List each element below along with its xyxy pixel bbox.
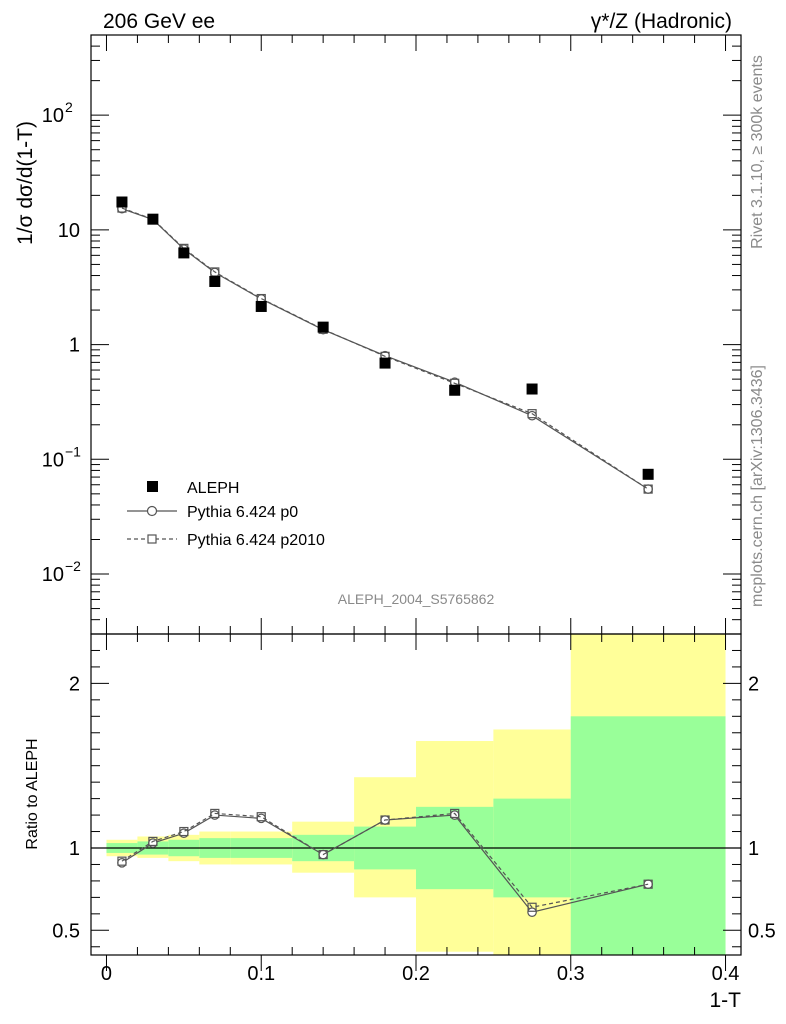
ratio-line-1: [121, 814, 649, 913]
aleph-data-point: [116, 196, 128, 208]
y-tick-label: 10: [58, 220, 80, 242]
series-line-1: [121, 208, 649, 490]
band-inner-9: [570, 716, 726, 955]
legend: ALEPH Pythia 6.424 p0 Pythia 6.424 p2010: [127, 480, 325, 549]
analysis-label: ALEPH_2004_S5765862: [338, 591, 495, 607]
x-axis-label: 1-T: [710, 989, 742, 1012]
aleph-data-point: [178, 247, 190, 259]
series-2-ratio-point: [210, 808, 220, 819]
y-axis-label-bottom: Ratio to ALEPH: [24, 738, 41, 849]
series-2-point: [210, 267, 220, 277]
legend-label-p2010: Pythia 6.424 p2010: [187, 532, 325, 549]
aleph-data-point: [642, 468, 654, 480]
y-tick-exponent: −2: [65, 558, 81, 574]
series-1-point: [643, 484, 653, 494]
y-tick-label: 10: [42, 564, 64, 586]
x-tick-label: 0: [101, 963, 112, 985]
aleph-data-point: [379, 357, 391, 369]
series-1-ratio-point: [527, 907, 537, 917]
aleph-data-point: [449, 384, 461, 396]
ratio-y-tick-label-right: 2: [748, 673, 759, 695]
series-2-ratio-point: [179, 826, 189, 837]
series-2-ratio-point: [380, 815, 390, 825]
x-tick-label: 0.3: [557, 963, 585, 985]
ratio-line-2: [121, 812, 649, 908]
chart-title-right: γ*/Z (Hadronic): [591, 10, 732, 33]
series-2-ratio-point: [643, 879, 653, 889]
rivet-version-label: Rivet 3.1.10, ≥ 300k events: [749, 55, 766, 249]
x-tick-label: 0.4: [712, 963, 740, 985]
legend-label-p0: Pythia 6.424 p0: [187, 504, 298, 521]
series-2-point: [527, 409, 537, 419]
ratio-y-tick-label: 2: [69, 673, 80, 695]
chart-title-left: 206 GeV ee: [103, 10, 215, 33]
y-tick-label: 10: [42, 105, 64, 127]
ratio-y-tick-label-right: 1: [748, 838, 759, 860]
uncertainty-bands: [106, 634, 726, 955]
legend-label-aleph: ALEPH: [187, 480, 239, 497]
x-tick-label: 0.1: [247, 963, 275, 985]
series-2-ratio-point: [450, 808, 460, 819]
series-2-ratio-point: [148, 836, 158, 847]
series-2-ratio-point: [527, 902, 537, 912]
x-tick-label: 0.2: [402, 963, 430, 985]
y-axis-label-top: 1/σ dσ/d(1-T): [14, 121, 37, 245]
y-tick-label: 10: [42, 449, 64, 471]
series-2-ratio-point: [256, 812, 266, 822]
aleph-data-point: [317, 321, 329, 333]
ratio-y-tick-label: 0.5: [52, 920, 80, 942]
y-tick-exponent: 2: [65, 99, 73, 115]
aleph-data-point: [255, 300, 267, 312]
ratio-y-tick-label-right: 0.5: [748, 920, 776, 942]
y-tick-exponent: −1: [65, 443, 81, 459]
legend-marker-p0: [146, 505, 158, 517]
aleph-data-point: [209, 275, 221, 287]
mcplots-label: mcplots.cern.ch [arXiv:1306.3436]: [749, 365, 766, 607]
series-2-ratio-point: [117, 856, 127, 866]
legend-marker-p2010: [147, 534, 157, 544]
y-tick-label: 1: [69, 335, 80, 357]
data-series: [116, 196, 654, 917]
aleph-data-point: [526, 383, 538, 395]
ratio-y-tick-label: 1: [69, 838, 80, 860]
series-2-point: [643, 484, 653, 494]
series-2-ratio-point: [318, 849, 328, 860]
legend-marker-aleph: [147, 481, 158, 492]
aleph-data-point: [147, 213, 159, 225]
series-line-2: [121, 207, 649, 490]
